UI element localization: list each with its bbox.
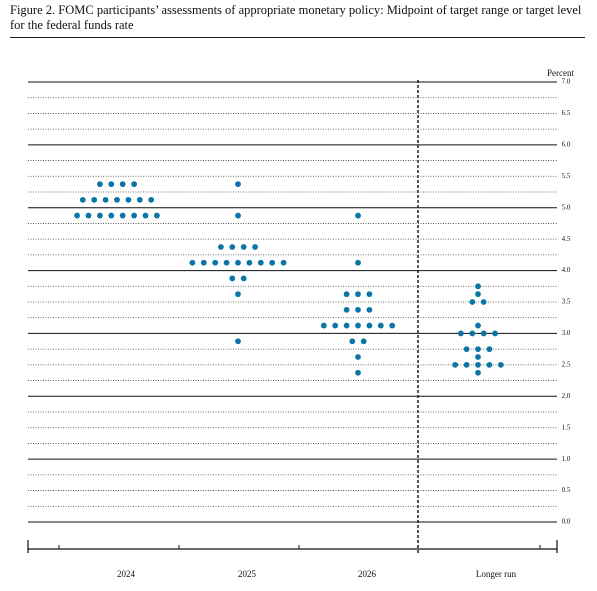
x-tick-label: Longer run [476, 569, 517, 579]
dot [218, 244, 224, 250]
dot [97, 212, 103, 219]
dot [257, 259, 264, 266]
dot [486, 346, 493, 353]
dot [475, 354, 481, 360]
dot [475, 346, 481, 353]
dot [366, 291, 373, 298]
y-tick-label: 2.0 [562, 392, 571, 400]
y-tick-label: 1.0 [562, 455, 571, 463]
dot [125, 196, 132, 203]
dot [475, 369, 481, 376]
dot [85, 212, 92, 219]
dot [189, 259, 196, 266]
y-tick-label: 4.0 [562, 266, 571, 274]
dot [332, 322, 339, 329]
y-tick-label: 6.5 [562, 109, 571, 117]
dot [366, 306, 373, 313]
x-tick-label: 2024 [117, 569, 136, 579]
dot [119, 212, 126, 219]
dot [497, 361, 504, 368]
dot [229, 244, 236, 250]
dot [389, 322, 396, 329]
dot [469, 330, 476, 337]
dot [463, 346, 470, 353]
dot [235, 338, 241, 345]
dot [246, 259, 253, 266]
dot [200, 259, 207, 266]
dot [269, 259, 276, 266]
dot [74, 212, 80, 219]
dot [114, 196, 120, 203]
dot [343, 322, 350, 329]
y-tick-label: 5.0 [562, 203, 571, 211]
y-tick-label: 4.5 [562, 235, 571, 243]
dot [91, 196, 98, 203]
dot [108, 212, 115, 219]
dot [475, 283, 481, 290]
dot [280, 259, 287, 266]
dot [355, 369, 361, 376]
dot [480, 330, 487, 337]
x-tick-label: 2025 [238, 569, 257, 579]
y-tick-label: 1.5 [562, 423, 571, 431]
dot [240, 275, 247, 282]
dot [320, 322, 327, 329]
dot [349, 338, 356, 345]
y-tick-label: 0.0 [562, 518, 571, 526]
dot [377, 322, 384, 329]
y-tick-label: 7.0 [562, 78, 571, 86]
dot [229, 275, 236, 282]
dot [355, 354, 361, 360]
dot [102, 196, 109, 203]
dot [475, 291, 481, 298]
dot [355, 322, 361, 329]
dot [252, 244, 258, 250]
dot [343, 291, 350, 298]
x-tick-label: 2026 [358, 569, 377, 579]
dot [475, 361, 481, 368]
dot [343, 306, 350, 313]
dot [366, 322, 373, 329]
dot [142, 212, 149, 219]
dot [355, 291, 361, 298]
dot [131, 181, 138, 188]
dot [355, 306, 361, 313]
dot [131, 212, 138, 219]
dot [154, 212, 160, 219]
dot [235, 291, 241, 298]
dot [235, 181, 241, 188]
dot [355, 259, 361, 266]
dot [108, 181, 115, 188]
y-tick-label: 3.5 [562, 298, 571, 306]
y-tick-label: 6.0 [562, 140, 571, 148]
dot [463, 361, 470, 368]
chart-title: Figure 2. FOMC participants’ assessments… [10, 3, 585, 38]
dot [235, 212, 241, 219]
dot [492, 330, 498, 337]
dot [458, 330, 464, 337]
dot [223, 259, 230, 266]
dot [486, 361, 493, 368]
dot [97, 181, 103, 188]
dot [79, 196, 86, 203]
dot [119, 181, 126, 188]
dot [475, 322, 481, 329]
dot [469, 299, 476, 305]
y-tick-label: 3.0 [562, 329, 571, 337]
y-axis-label: Percent [547, 68, 574, 78]
y-tick-label: 5.5 [562, 172, 571, 180]
dot [235, 259, 241, 266]
dot [136, 196, 143, 203]
dot [212, 259, 219, 266]
dot [480, 299, 487, 305]
dot [148, 196, 155, 203]
y-tick-label: 0.5 [562, 486, 571, 494]
dot [355, 212, 361, 219]
dot [360, 338, 367, 345]
y-tick-label: 2.5 [562, 360, 571, 368]
dot [240, 244, 247, 250]
dot [452, 361, 459, 368]
